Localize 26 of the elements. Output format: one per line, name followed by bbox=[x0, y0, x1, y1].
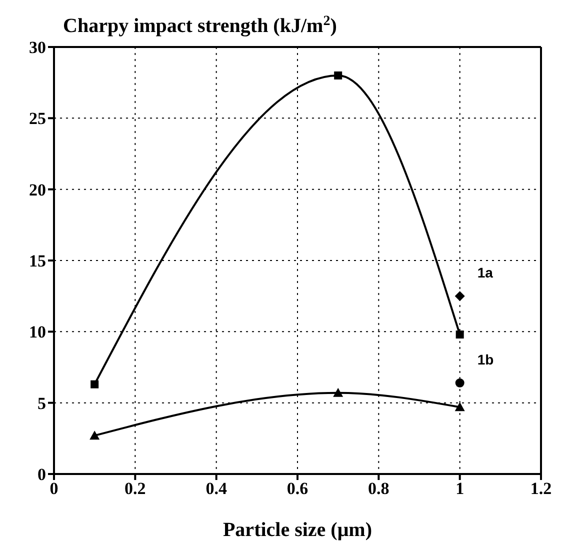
point bbox=[90, 430, 100, 440]
x-tick-label: 0 bbox=[50, 479, 58, 498]
x-tick-label: 0.4 bbox=[206, 479, 228, 498]
y-tick-label: 15 bbox=[29, 252, 46, 271]
point bbox=[454, 291, 465, 302]
y-tick-label: 20 bbox=[29, 180, 46, 200]
y-tick-label: 5 bbox=[38, 394, 46, 413]
x-tick-label: 0.8 bbox=[368, 479, 390, 498]
point bbox=[456, 330, 464, 339]
point bbox=[454, 402, 465, 412]
x-tick-label: 1 bbox=[456, 479, 464, 498]
x-tick-label: 0.2 bbox=[124, 479, 146, 498]
series-label: 1b bbox=[477, 351, 494, 368]
y-tick-label: 10 bbox=[29, 322, 46, 342]
series-label: 1a bbox=[477, 264, 494, 281]
chart-title: Charpy impact strength (kJ/m$^{2}$) bbox=[63, 14, 337, 37]
point bbox=[90, 380, 99, 388]
point bbox=[455, 378, 464, 388]
point bbox=[333, 388, 344, 397]
x-tick-label: 1.2 bbox=[530, 479, 552, 498]
y-tick-label: 30 bbox=[29, 38, 46, 58]
y-tick-label: 25 bbox=[29, 109, 46, 128]
point bbox=[334, 71, 342, 80]
x-axis-title: Particle size (μm) bbox=[222, 519, 372, 541]
x-tick-label: 0.6 bbox=[286, 479, 308, 498]
y-tick-label: 0 bbox=[38, 465, 46, 484]
